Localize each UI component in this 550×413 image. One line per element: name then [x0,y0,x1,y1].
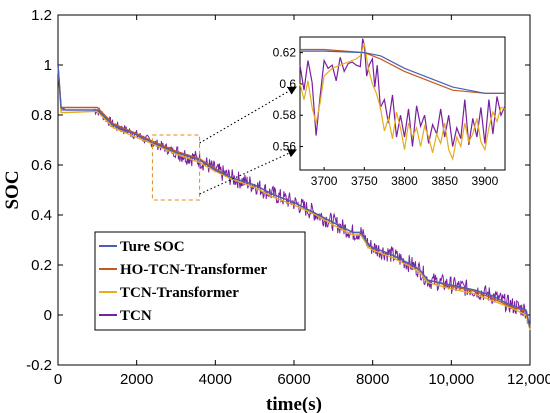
zoom-box [151,134,201,201]
inset-y-tick-label: 0.56 [273,140,297,154]
legend-label: HO-TCN-Transformer [120,262,268,278]
inset-series-line-tcn-transformer [299,43,506,162]
inset-x-tick-label: 3900 [472,174,499,188]
inset-x-tick-label: 3700 [311,174,338,188]
x-tick-label: 10,000 [428,371,474,388]
series-line-ture-soc [57,64,531,328]
series-line-tcn-transformer [57,64,531,331]
legend-box [94,231,306,331]
x-tick-label: 12,000 [507,371,550,388]
y-tick-label: 0.4 [31,207,52,224]
y-tick-label: 1.2 [31,7,52,24]
zoom-arrow-bottom [199,149,298,195]
inset-plot: 3700 3750 3800 3850 3900 0.56 0.58 0.6 0.62 [199,36,506,195]
inset-series-line-ho-tcn-transformer [300,48,505,94]
x-tick-label: 8000 [356,371,389,388]
legend: Ture SOC HO-TCN-Transformer TCN-Transforme… [94,231,306,331]
y-tick-label: 0.2 [31,257,52,274]
x-tick-label: 2000 [120,371,153,388]
inset-x-tick-label: 3850 [431,174,458,188]
inset-y-tick-label: 0.62 [273,46,297,60]
series-line-tcn [57,64,530,328]
x-tick-label: 6000 [277,371,310,388]
x-tick-label: 0 [54,371,62,388]
inset-series-line-ture-soc [300,50,505,94]
inset-y-tick-label: 0.6 [279,77,296,91]
inset-series-line-tcn [299,38,506,147]
legend-label: TCN-Transformer [120,285,239,301]
x-tick-label: 4000 [199,371,232,388]
inset-x-tick-label: 3800 [391,174,418,188]
inset-x-tick-label: 3750 [351,174,378,188]
y-tick-label: -0.2 [26,357,52,374]
legend-label: Ture SOC [120,239,185,255]
y-tick-label: 1 [44,57,52,74]
legend-label: TCN [120,308,152,324]
x-axis-label: time(s) [266,394,322,413]
y-tick-label: 0.8 [31,107,52,124]
inset-frame [299,36,506,171]
zoom-arrow-top [199,86,297,144]
y-axis-label: SOC [2,170,23,209]
inset-y-tick-label: 0.58 [273,108,297,122]
y-tick-label: 0.6 [31,157,52,174]
y-tick-label: 0 [44,307,52,324]
